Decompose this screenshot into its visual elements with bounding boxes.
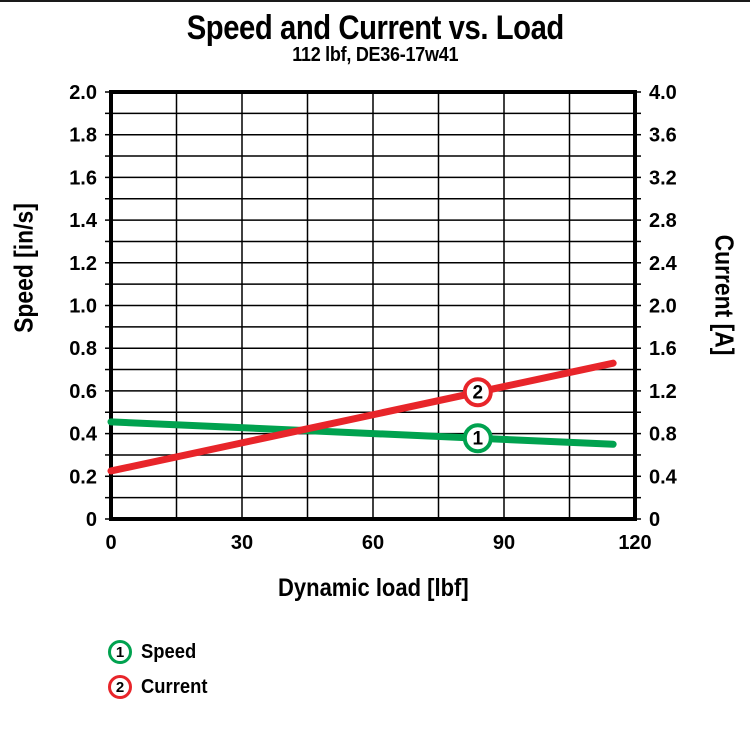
legend-marker-2-number: 2: [115, 678, 125, 696]
x-axis-title: Dynamic load [lbf]: [111, 574, 635, 603]
x-axis-title-text: Dynamic load [lbf]: [277, 574, 469, 602]
speed-marker-ring: [462, 423, 493, 454]
chart-title-text: Speed and Current vs. Load: [186, 9, 564, 47]
y-axis-left-tick-label: 0.4: [69, 424, 98, 446]
y-axis-right-tick-label: 0.8: [649, 424, 677, 446]
top-border-rule: [0, 0, 750, 2]
legend-marker-2-icon: 2: [108, 675, 132, 699]
y-axis-right-tick-label: 1.2: [649, 381, 677, 403]
legend-label-current: Current: [141, 675, 208, 698]
y-axis-right-tick-label: 0.4: [649, 466, 678, 488]
y-axis-left-title: Speed [in/s]: [8, 203, 39, 333]
chart-subtitle-text: 112 lbf, DE36-17w41: [292, 44, 458, 66]
y-axis-left-tick-label: 1.8: [69, 125, 97, 147]
y-axis-right-tick-label: 1.6: [649, 338, 677, 360]
y-axis-left-tick-label: 1.2: [69, 253, 97, 275]
x-axis-tick-label: 60: [362, 532, 384, 554]
y-axis-right-tick-label: 4.0: [649, 82, 677, 104]
x-axis-tick-label: 30: [231, 532, 253, 554]
legend-item-speed: 1 Speed: [108, 640, 213, 664]
y-axis-left-tick-label: 1.0: [69, 296, 97, 318]
y-axis-left-tick-label: 0.2: [69, 466, 97, 488]
legend: 1 Speed 2 Current: [108, 640, 213, 710]
speed-marker-number: 1: [473, 429, 484, 450]
y-axis-left-tick-label: 1.4: [69, 210, 98, 232]
chart-subtitle: 112 lbf, DE36-17w41: [0, 44, 750, 67]
y-axis-left-tick-label: 1.6: [69, 167, 97, 189]
y-axis-left-tick-label: 2.0: [69, 82, 97, 104]
y-axis-right-tick-label: 2.0: [649, 296, 677, 318]
y-axis-left-tick-label: 0: [86, 509, 97, 531]
speed-line: [107, 418, 617, 448]
legend-marker-1-icon: 1: [108, 640, 132, 664]
y-axis-right-tick-label: 2.8: [649, 210, 677, 232]
current-marker-ring: [462, 377, 493, 408]
y-axis-left-tick-label: 0.8: [69, 338, 97, 360]
y-axis-right-tick-label: 0: [649, 509, 660, 531]
x-axis-tick-label: 120: [618, 532, 651, 554]
x-axis-tick-label: 90: [493, 532, 515, 554]
x-axis-tick-label: 0: [105, 532, 116, 554]
current-marker-number: 2: [473, 383, 484, 404]
legend-item-current: 2 Current: [108, 675, 213, 699]
y-axis-right-tick-label: 2.4: [649, 253, 678, 275]
legend-marker-1-number: 1: [115, 643, 125, 661]
y-axis-right-tick-label: 3.2: [649, 167, 677, 189]
y-axis-right-tick-label: 3.6: [649, 125, 677, 147]
plot-frame: [109, 90, 637, 521]
legend-label-speed: Speed: [141, 640, 197, 663]
y-axis-right-title: Current [A]: [709, 234, 740, 356]
chart-title: Speed and Current vs. Load: [0, 9, 750, 48]
y-axis-left-tick-label: 0.6: [69, 381, 97, 403]
current-line: [107, 359, 617, 475]
